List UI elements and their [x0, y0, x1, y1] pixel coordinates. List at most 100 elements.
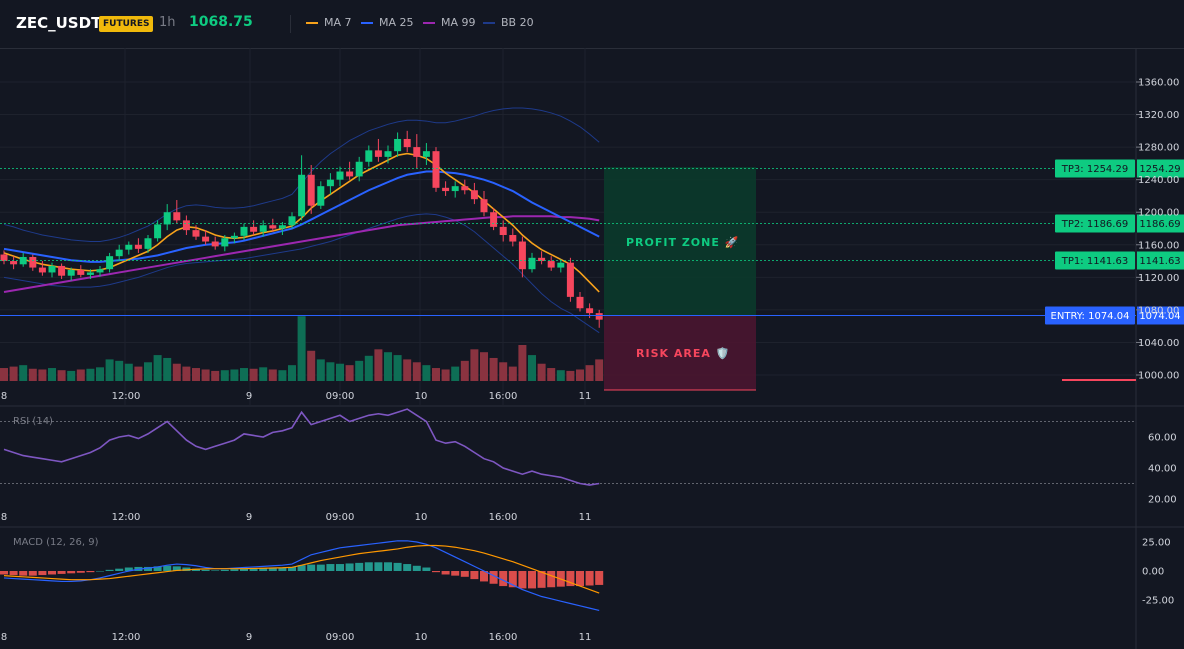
macd-histogram-bar — [403, 564, 412, 571]
macd-histogram-bar — [537, 571, 546, 588]
trade-zones: PROFIT ZONE 🚀 RISK AREA 🛡️ — [604, 167, 756, 391]
volume-bar — [364, 355, 373, 381]
volume-bar — [268, 369, 277, 381]
macd-histogram-bar — [9, 571, 18, 576]
symbol-label[interactable]: ZEC_USDT — [16, 14, 102, 32]
time-tick-label: 11 — [579, 632, 592, 643]
candle-body — [413, 147, 421, 157]
time-tick-label: 16:00 — [489, 632, 518, 643]
macd-histogram-bar — [28, 571, 37, 576]
candle-body — [451, 186, 459, 192]
macd-histogram-bar — [38, 571, 47, 576]
time-tick-label: 8 — [1, 391, 7, 402]
candle-body — [317, 186, 325, 206]
price-axis[interactable]: 1360.00 1320.00 1280.00 1240.00 1200.00 1160.… — [1136, 78, 1179, 382]
rsi-line — [3, 408, 600, 486]
volume-bar — [288, 365, 296, 381]
legend-label: BB 20 — [501, 16, 534, 29]
volume-bars — [0, 316, 604, 381]
macd-histogram-bar — [585, 571, 594, 586]
macd-tick-label: 0.00 — [1142, 567, 1164, 578]
legend-ma25[interactable]: MA 25 — [361, 16, 414, 29]
macd-histogram-bar — [172, 566, 181, 571]
candle-body — [163, 212, 171, 225]
volume-bar — [115, 360, 124, 381]
time-tick-label: 11 — [579, 391, 592, 402]
macd-histogram-bar — [441, 571, 450, 575]
volume-bar — [432, 368, 440, 381]
time-tick-label: 12:00 — [112, 512, 141, 523]
macd-histogram-bar — [220, 569, 229, 571]
macd-histogram-bar — [422, 567, 431, 571]
macd-line — [3, 540, 600, 612]
macd-histogram-bar — [249, 568, 258, 571]
volume-bar — [76, 369, 85, 381]
timeframe-button[interactable]: 1h — [159, 15, 176, 30]
volume-bar — [499, 362, 508, 381]
volume-bar — [508, 366, 517, 381]
volume-bar — [9, 366, 18, 381]
macd-histogram-bar — [326, 564, 335, 571]
candle-body — [336, 171, 344, 180]
candle-body — [461, 186, 469, 191]
volume-bar — [576, 369, 584, 381]
legend-bb20[interactable]: BB 20 — [483, 16, 534, 29]
candle-body — [547, 261, 555, 268]
volume-bar — [566, 370, 575, 381]
level-value: 1141.63 — [1139, 256, 1180, 267]
time-tick-label: 10 — [415, 512, 428, 523]
volume-bar — [192, 368, 200, 381]
candle-body — [192, 230, 200, 237]
macd-histogram-bar — [508, 571, 517, 588]
macd-histogram-bar — [364, 562, 373, 571]
candle-body — [432, 151, 440, 188]
time-tick-label: 12:00 — [112, 632, 141, 643]
macd-histogram-bar — [355, 562, 364, 571]
candle-body — [125, 244, 133, 250]
macd-signal-line — [3, 544, 600, 594]
volume-bar — [595, 359, 604, 381]
macd-tick-label: -25.00 — [1142, 596, 1174, 607]
legend-ma7[interactable]: MA 7 — [306, 16, 352, 29]
level-value: 1186.69 — [1139, 219, 1180, 230]
volume-bar — [489, 357, 498, 381]
candle-body — [96, 269, 104, 273]
level-label: TP1: 1141.63 — [1061, 256, 1128, 267]
legend-ma99[interactable]: MA 99 — [423, 16, 476, 29]
macd-histogram-bar — [57, 571, 66, 574]
candle-body — [288, 216, 296, 226]
candle-body — [115, 249, 123, 257]
candle-body — [240, 226, 248, 236]
macd-histogram-bar — [67, 571, 76, 574]
candle-body — [442, 187, 450, 192]
macd-histogram-bar — [0, 571, 8, 575]
legend-swatch-icon — [361, 21, 373, 24]
rsi-tick-label: 60.00 — [1148, 433, 1177, 444]
macd-title: MACD (12, 26, 9) — [13, 537, 99, 548]
candle-body — [19, 256, 27, 265]
macd-histogram-bar — [288, 566, 296, 571]
candle-body — [355, 161, 363, 177]
time-tick-label: 8 — [1, 512, 7, 523]
volume-bar — [355, 360, 364, 381]
volume-bar — [153, 355, 162, 381]
macd-histogram-bar — [76, 571, 85, 573]
level-label: ENTRY: 1074.04 — [1051, 311, 1130, 322]
candle-body — [269, 225, 277, 229]
profit-zone-label: PROFIT ZONE 🚀 — [626, 236, 739, 249]
time-tick-label: 09:00 — [326, 512, 355, 523]
macd-tick-label: 25.00 — [1142, 538, 1171, 549]
candle-body — [307, 174, 315, 206]
legend-swatch-icon — [306, 21, 318, 24]
time-axes[interactable]: 8 12:00 9 09:00 10 16:00 11 8 12:00 9 09:00 10 16:00… — [1, 391, 592, 643]
candle-body — [528, 257, 536, 270]
macd-histogram-bar — [374, 562, 383, 571]
candle-body — [86, 272, 94, 275]
level-value-box — [1137, 306, 1184, 325]
time-tick-label: 12:00 — [112, 391, 141, 402]
candle-body — [221, 238, 229, 247]
volume-bar — [422, 365, 431, 381]
level-label: TP2: 1186.69 — [1061, 219, 1128, 230]
macd-histogram-bar — [316, 564, 325, 571]
